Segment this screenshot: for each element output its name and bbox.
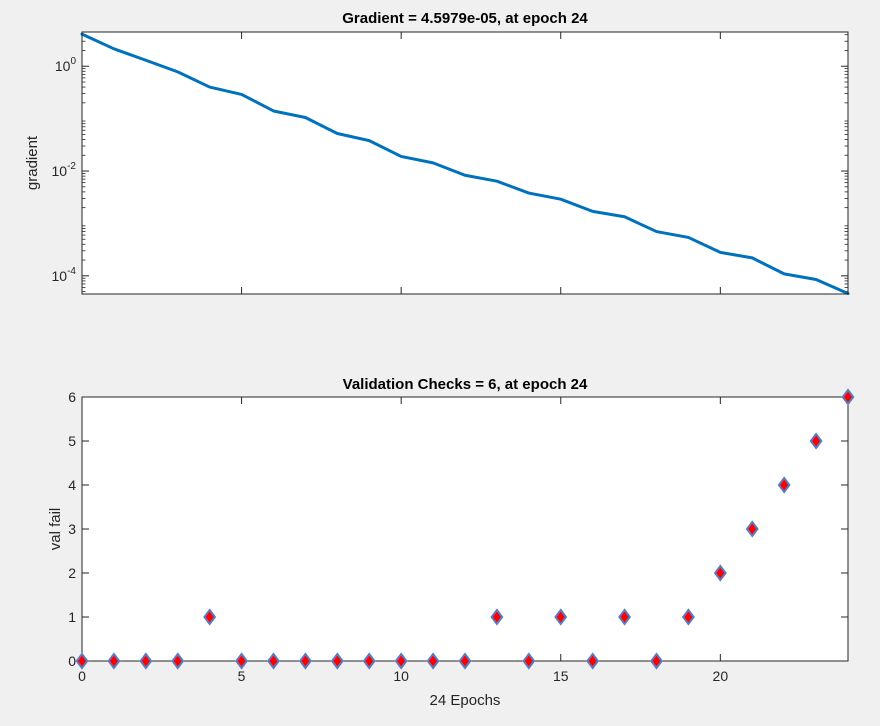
validation-y-tick-label: 1: [68, 609, 76, 625]
gradient-ticks: [81, 32, 848, 294]
validation-y-tick-label: 4: [68, 477, 76, 493]
gradient-y-axis-label: gradient: [24, 135, 41, 190]
validation-point: [522, 652, 536, 670]
validation-point: [586, 652, 600, 670]
validation-point: [235, 652, 249, 670]
validation-y-tick-label: 5: [68, 433, 76, 449]
validation-point: [618, 608, 632, 626]
validation-point: [426, 652, 440, 670]
gradient-y-tick-label: 10-4: [52, 266, 77, 284]
validation-y-tick-label: 0: [68, 653, 76, 669]
gradient-y-tick-label: 100: [55, 56, 77, 74]
validation-point: [362, 652, 376, 670]
validation-point: [650, 652, 663, 670]
validation-point: [139, 652, 153, 670]
gradient-axes-background: [82, 32, 848, 294]
validation-point: [745, 520, 759, 538]
validation-y-tick-label: 2: [68, 565, 76, 581]
validation-plot: Validation Checks = 6, at epoch 24 val f…: [47, 376, 855, 709]
validation-x-tick-label: 5: [238, 668, 246, 684]
validation-point: [490, 608, 504, 626]
validation-x-tick-labels: 0 5 10 15 20: [78, 668, 728, 684]
validation-x-tick-label: 20: [713, 668, 729, 684]
gradient-series-line: [80, 32, 850, 296]
validation-point: [203, 608, 217, 626]
validation-point: [298, 652, 312, 670]
validation-point: [458, 652, 472, 670]
validation-x-tick-label: 0: [78, 668, 86, 684]
validation-y-axis-label: val fail: [47, 508, 64, 551]
validation-point: [841, 388, 855, 406]
validation-point: [330, 652, 344, 670]
validation-point: [394, 652, 408, 670]
gradient-y-tick-labels: 10-4 10-2 100: [52, 56, 77, 284]
validation-point: [107, 652, 121, 670]
validation-point: [171, 652, 185, 670]
validation-point: [267, 652, 280, 670]
validation-markers: [75, 388, 855, 670]
validation-y-tick-labels: 0 1 2 3 4 5 6: [68, 389, 76, 669]
validation-y-tick-label: 6: [68, 389, 76, 405]
validation-point: [75, 652, 89, 670]
validation-y-tick-label: 3: [68, 521, 76, 537]
validation-x-tick-label: 10: [393, 668, 409, 684]
validation-plot-title: Validation Checks = 6, at epoch 24: [343, 376, 588, 393]
gradient-y-tick-label: 10-2: [52, 161, 77, 179]
gradient-axes-frame: [81, 31, 849, 295]
validation-axes-background: [82, 397, 848, 661]
validation-point: [554, 608, 568, 626]
validation-point: [777, 476, 791, 494]
validation-x-tick-label: 15: [553, 668, 569, 684]
validation-point: [809, 432, 823, 450]
gradient-plot: Gradient = 4.5979e-05, at epoch 24 gradi…: [24, 10, 850, 296]
validation-point: [681, 608, 695, 626]
validation-x-axis-label: 24 Epochs: [430, 692, 501, 709]
validation-point: [713, 564, 727, 582]
gradient-plot-title: Gradient = 4.5979e-05, at epoch 24: [342, 10, 588, 27]
